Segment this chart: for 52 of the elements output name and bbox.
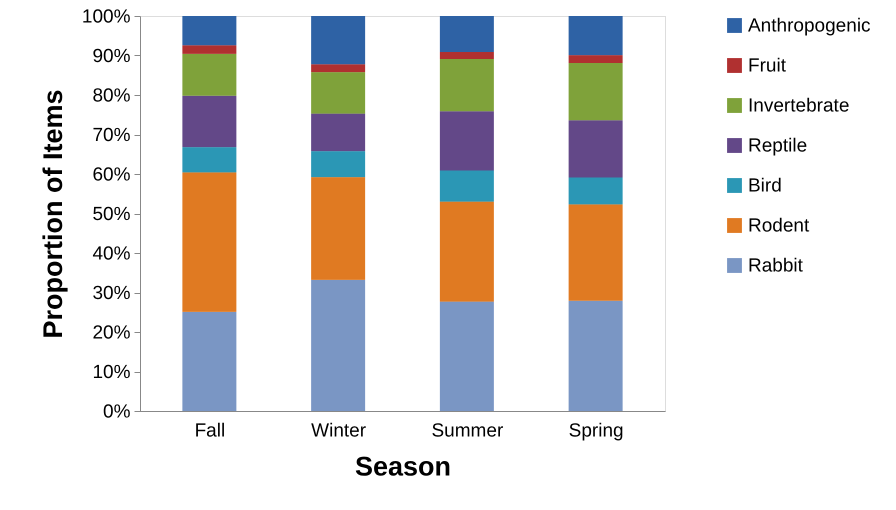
bar [182, 147, 236, 172]
bar [311, 151, 366, 178]
bar [440, 52, 494, 60]
x-axis-title: Season [354, 452, 452, 482]
bar [182, 54, 236, 96]
bar [568, 178, 623, 204]
bar [311, 64, 366, 72]
y-axis-title: Proportion of Items [38, 90, 68, 338]
x-tick-label: Spring [568, 420, 624, 442]
x-tick-label: Fall [194, 420, 226, 442]
legend-label: Reptile [748, 136, 808, 156]
legend-label: Rabbit [748, 256, 804, 276]
bar [568, 63, 623, 120]
bar [568, 16, 623, 56]
x-tick-label: Summer [431, 420, 504, 442]
bar [311, 280, 366, 411]
legend-label: Invertebrate [748, 96, 850, 116]
bar [182, 172, 236, 312]
bar [311, 72, 366, 114]
bar [440, 111, 494, 170]
bar [182, 96, 236, 148]
y-tick-label: 0% [103, 402, 131, 422]
legend-label: Rodent [748, 216, 810, 236]
bar [568, 120, 623, 178]
bar [440, 59, 494, 112]
bar [440, 16, 494, 52]
y-tick-label: 40% [92, 244, 131, 264]
y-tick-label: 70% [92, 125, 131, 146]
y-tick-label: 50% [92, 204, 131, 225]
legend-label: Anthropogenic [748, 16, 871, 36]
bar [311, 114, 366, 152]
legend-label: Fruit [748, 56, 787, 76]
bar [311, 177, 366, 280]
bar [568, 204, 623, 301]
bar [440, 302, 494, 411]
y-tick-label: 60% [92, 164, 131, 186]
bar [568, 300, 623, 411]
x-tick-label: Winter [311, 420, 367, 442]
y-tick-label: 30% [92, 283, 131, 304]
legend-label: Bird [748, 176, 782, 196]
y-tick-label: 20% [92, 322, 131, 344]
y-tick-label: 10% [92, 362, 131, 383]
bar [440, 202, 494, 302]
bar [182, 45, 236, 54]
y-tick-label: 100% [82, 6, 131, 28]
bar [182, 16, 236, 46]
y-tick-label: 90% [92, 46, 131, 67]
bar [440, 170, 494, 202]
bar [182, 312, 236, 411]
bar [568, 55, 623, 64]
bar [311, 16, 366, 64]
y-tick-label: 80% [92, 86, 131, 106]
